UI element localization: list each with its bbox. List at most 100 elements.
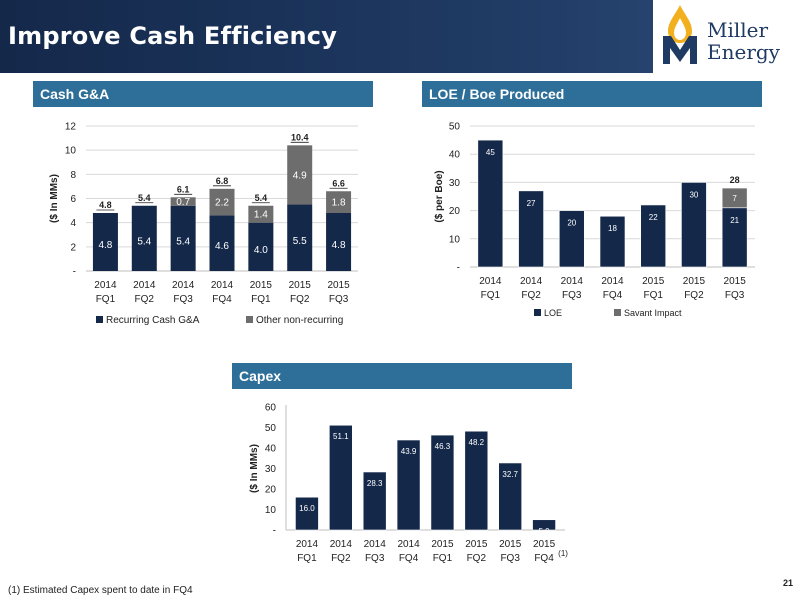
- capex-section-header: Capex: [232, 363, 572, 389]
- x-tick-label-quarter: FQ2: [467, 553, 487, 564]
- x-tick-label-year: 2015: [642, 276, 665, 287]
- y-tick-label: 40: [449, 150, 461, 161]
- y-tick-label: -: [73, 267, 76, 278]
- y-tick-label: 50: [449, 122, 461, 133]
- x-tick-label-quarter: FQ2: [331, 553, 351, 564]
- y-tick-label: 10: [265, 505, 277, 516]
- data-label: 5.4: [137, 236, 151, 247]
- y-tick-label: 30: [265, 464, 277, 475]
- x-tick-label-quarter: FQ1: [433, 553, 453, 564]
- x-tick-label-year: 2014: [601, 276, 624, 287]
- data-label: 27: [527, 199, 536, 208]
- x-tick-label-quarter: FQ2: [521, 290, 541, 301]
- y-axis-title: ($ per Boe): [434, 170, 445, 222]
- total-label: 6.8: [216, 176, 229, 186]
- x-tick-label-quarter: FQ4: [399, 553, 419, 564]
- x-tick-label-year: 2014: [94, 280, 117, 291]
- bar-segment: [248, 222, 274, 271]
- y-tick-label: 2: [70, 242, 76, 253]
- x-tick-label-quarter: FQ1: [643, 290, 663, 301]
- total-label: 10.4: [291, 132, 309, 142]
- legend-swatch: [96, 316, 103, 323]
- legend-swatch: [534, 309, 541, 316]
- bar-segment: [326, 191, 352, 213]
- data-label: 5.0: [539, 527, 551, 536]
- data-label: 21: [730, 216, 739, 225]
- slide-header: Improve Cash Efficiency Miller Energy: [0, 0, 800, 73]
- data-label: 4.0: [254, 245, 268, 256]
- y-tick-label: 10: [65, 146, 77, 157]
- x-tick-label-quarter: FQ1: [96, 294, 116, 305]
- x-tick-note: (1): [558, 549, 568, 558]
- x-tick-label-year: 2015: [499, 539, 522, 550]
- bar-segment: [640, 204, 667, 268]
- x-tick-label-year: 2014: [211, 280, 234, 291]
- capex-section-title: Capex: [239, 368, 282, 384]
- y-tick-label: -: [457, 263, 460, 274]
- data-label: 0.7: [176, 197, 190, 208]
- bar-segment: [92, 213, 118, 271]
- x-tick-label-year: 2014: [330, 539, 353, 550]
- bar-segment: [329, 424, 353, 531]
- y-tick-label: 60: [265, 403, 277, 414]
- bar-segment: [721, 187, 748, 209]
- x-tick-label-year: 2014: [296, 539, 319, 550]
- y-tick-label: 8: [70, 170, 76, 181]
- data-label: 16.0: [299, 504, 315, 513]
- data-label: 46.3: [435, 442, 451, 451]
- data-label: 45: [486, 148, 495, 157]
- data-label: 48.2: [469, 438, 485, 447]
- bar-segment: [326, 213, 352, 271]
- x-tick-label-year: 2015: [724, 276, 747, 287]
- x-tick-label-quarter: FQ1: [251, 294, 271, 305]
- data-label: 18: [608, 224, 617, 233]
- bar-segment: [396, 439, 421, 531]
- y-tick-label: 20: [265, 485, 277, 496]
- y-tick-label: 6: [70, 194, 76, 205]
- x-tick-label-year: 2015: [465, 539, 488, 550]
- bar-segment: [362, 471, 387, 531]
- data-label: 4.8: [332, 240, 346, 251]
- bar-segment: [532, 519, 556, 531]
- data-label: 32.7: [502, 470, 518, 479]
- data-label: 2.2: [215, 198, 229, 209]
- gna-section-header: Cash G&A: [33, 81, 373, 107]
- page-number: 21: [782, 578, 793, 588]
- bar-segment: [287, 204, 313, 271]
- legend-swatch: [614, 309, 621, 316]
- slide-title: Improve Cash Efficiency: [8, 22, 338, 50]
- data-label: 30: [689, 190, 698, 199]
- gna-section-title: Cash G&A: [40, 86, 110, 102]
- total-label: 6.6: [332, 178, 345, 188]
- x-tick-label-year: 2014: [397, 539, 420, 550]
- data-label: 5.4: [176, 236, 190, 247]
- x-tick-label-year: 2014: [172, 280, 195, 291]
- bar-segment: [558, 210, 585, 268]
- x-tick-label-year: 2015: [289, 280, 312, 291]
- y-tick-label: 20: [449, 206, 461, 217]
- x-tick-label-quarter: FQ1: [481, 290, 501, 301]
- y-tick-label: -: [273, 526, 276, 537]
- x-tick-label-year: 2015: [533, 539, 556, 550]
- bar-segment: [681, 182, 707, 268]
- bar-segment: [295, 496, 319, 531]
- bar-segment: [721, 207, 748, 268]
- x-tick-label-quarter: FQ3: [329, 294, 349, 305]
- bar-segment: [430, 434, 455, 531]
- flame-drop-m-logo-icon: [663, 5, 697, 64]
- data-label: 5.5: [293, 236, 307, 247]
- x-tick-label-quarter: FQ1: [297, 553, 317, 564]
- data-label: 51.1: [333, 432, 349, 441]
- y-axis-title: ($ In MMs): [249, 444, 260, 493]
- bar-segment: [248, 205, 274, 223]
- legend-label: LOE: [544, 308, 562, 318]
- x-tick-label-year: 2014: [479, 276, 502, 287]
- loe-chart: - 10 20 30 40 50 ($ per Boe) 45 2014 FQ1 27 2014 FQ2…: [434, 122, 755, 318]
- x-tick-label-year: 2014: [364, 539, 387, 550]
- bar-segment: [209, 215, 235, 271]
- data-label: 20: [567, 219, 576, 228]
- logo-text-line2: Energy: [707, 40, 780, 64]
- x-tick-label-quarter: FQ4: [212, 294, 232, 305]
- legend-swatch: [246, 316, 253, 323]
- x-tick-label-year: 2015: [431, 539, 454, 550]
